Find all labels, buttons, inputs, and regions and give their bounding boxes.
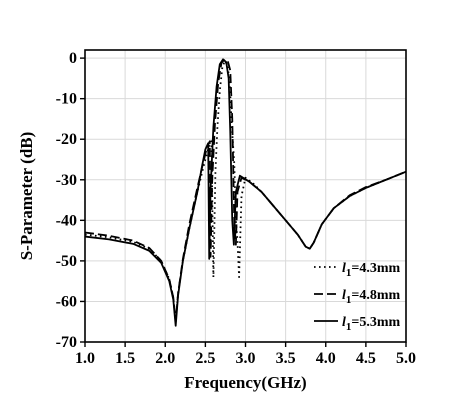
series-line-3 [84,58,407,327]
x-tick-label: 2.5 [195,350,215,367]
series-lines [84,58,407,327]
x-tick-label: 2.0 [155,350,175,367]
legend-subscript: 1 [346,321,352,333]
legend-prefix: l [342,288,346,303]
legend-prefix: l [342,315,346,330]
y-axis-title: S-Parameter (dB) [17,132,36,261]
x-tick-label: 4.5 [356,350,376,367]
x-tick-label: 3.0 [236,350,256,367]
y-tick-label: -70 [56,334,77,351]
legend-subscript: 1 [346,267,352,279]
x-tick-label: 4.0 [316,350,336,367]
x-tick-label: 1.0 [75,350,95,367]
x-tick-label: 3.5 [276,350,296,367]
y-tick-label: -60 [56,293,77,310]
legend-suffix: =4.3mm [351,261,400,276]
legend-suffix: =4.8mm [351,288,400,303]
legend-label-1: l1=4.3mm [342,261,401,279]
y-tick-label: -50 [56,253,77,270]
y-tick-label: -40 [56,212,77,229]
legend-suffix: =5.3mm [351,315,400,330]
y-tick-label: -30 [56,172,77,189]
legend-subscript: 1 [346,294,352,306]
x-tick-label: 1.5 [115,350,135,367]
y-tick-label: -20 [56,131,77,148]
legend-label-2: l1=4.8mm [342,288,401,306]
x-axis-title: Frequency(GHz) [184,373,306,392]
axis-ticks: 1.0 1.5 2.0 2.5 3.0 3.5 4.0 4.5 5.0 0 -10 -20 -30 -40… [56,50,416,367]
legend-label-3: l1=5.3mm [342,315,401,333]
y-tick-label: -10 [56,91,77,108]
x-tick-label: 5.0 [396,350,416,367]
legend-prefix: l [342,261,346,276]
y-tick-label: 0 [69,50,77,67]
